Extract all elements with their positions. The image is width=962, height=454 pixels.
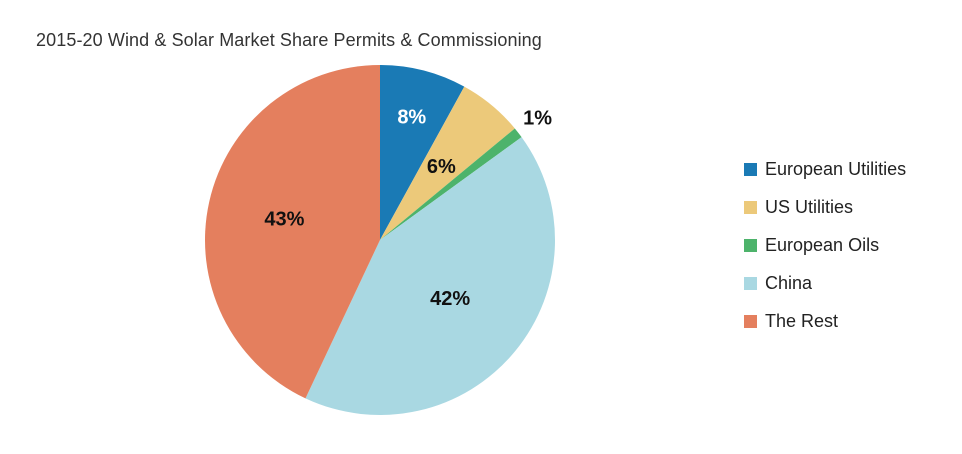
legend-item-the-rest: The Rest <box>744 302 906 340</box>
legend: European Utilities US Utilities European… <box>744 150 906 340</box>
slice-label: 1% <box>523 108 552 130</box>
legend-swatch <box>744 276 757 290</box>
legend-item-european-oils: European Oils <box>744 226 906 264</box>
pie-slice-european-oils <box>380 128 522 240</box>
legend-label: US Utilities <box>765 196 854 217</box>
pie-slice-china <box>305 137 555 416</box>
slice-label: 43% <box>264 209 304 231</box>
pie-slice-european-utilities <box>380 65 465 240</box>
slice-label: 42% <box>430 288 470 310</box>
slice-label: 6% <box>427 156 456 178</box>
legend-label: European Utilities <box>765 158 907 179</box>
legend-item-us-utilities: US Utilities <box>744 188 906 226</box>
legend-swatch <box>744 162 757 176</box>
legend-swatch <box>744 200 757 214</box>
slice-label: 8% <box>397 106 426 128</box>
legend-item-european-utilities: European Utilities <box>744 150 906 188</box>
legend-item-china: China <box>744 264 906 302</box>
legend-label: China <box>765 272 813 293</box>
legend-swatch <box>744 238 757 252</box>
chart-title: 2015-20 Wind & Solar Market Share Permit… <box>36 30 542 50</box>
legend-swatch <box>744 314 757 328</box>
legend-label: The Rest <box>765 310 839 331</box>
legend-label: European Oils <box>765 234 880 255</box>
pie-slice-the-rest <box>204 65 380 399</box>
pie-slice-us-utilities <box>380 86 515 240</box>
